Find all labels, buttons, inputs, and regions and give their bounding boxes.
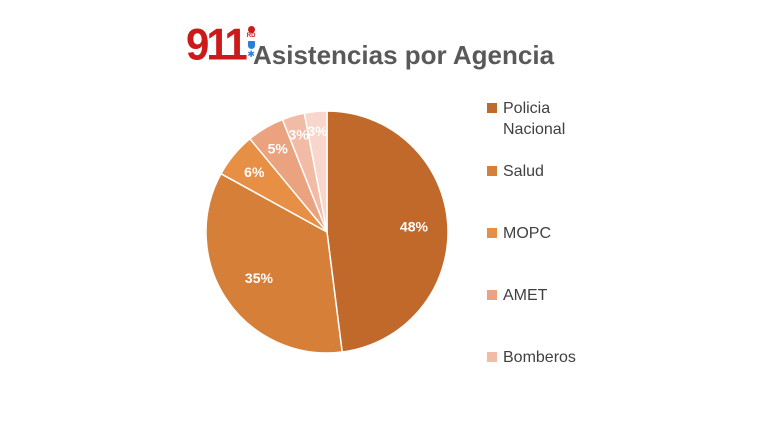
logo-dot-icon [247,26,255,33]
legend-item: Salud [487,161,603,182]
legend-item: Bomberos [487,347,603,368]
data-label-2: 6% [244,164,265,180]
data-label-3: 5% [268,141,289,157]
legend-label: MOPC [503,225,551,242]
logo-911: 911 RD ✱ [186,19,256,70]
data-label-1: 35% [245,270,274,286]
logo-small-text: RD [246,33,256,39]
data-label-0: 48% [400,219,429,235]
legend-swatch [487,290,497,300]
legend-label: Policia Nacional [503,100,566,138]
logo-side-emblem: RD ✱ [246,24,256,59]
legend-item: MOPC [487,223,603,244]
legend-swatch [487,103,497,113]
legend-swatch [487,352,497,362]
pie-slice-salud [205,172,344,354]
legend-item: AMET [487,285,603,306]
shield-icon [247,41,255,49]
chart-title: Asistencias por Agencia [253,40,555,70]
legend-label: AMET [503,287,548,304]
legend-item: Policia Nacional [487,98,603,140]
legend-swatch [487,166,497,176]
star-of-life-icon: ✱ [247,49,255,59]
data-label-4: 3% [289,126,310,142]
legend-label: Bomberos [503,349,576,366]
pie-slice-policia-nacional [326,110,449,353]
logo-text: 911 [186,19,248,70]
pie-slice-other-5 [303,110,328,233]
legend-label: Salud [503,163,544,180]
data-label-5: 3% [307,123,328,139]
legend-swatch [487,228,497,238]
